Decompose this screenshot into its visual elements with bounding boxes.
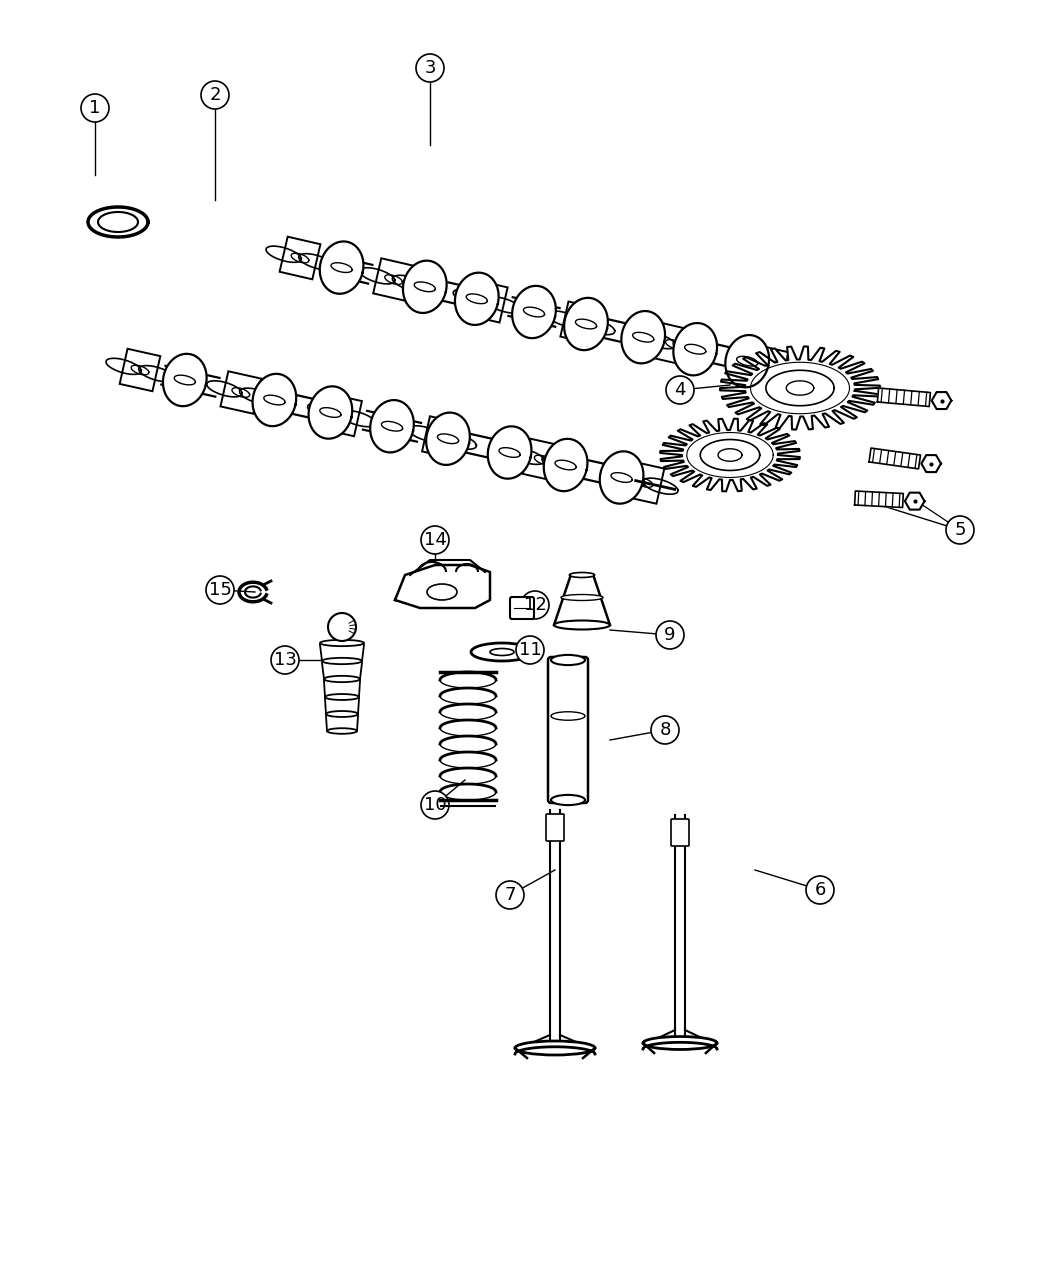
Polygon shape [660,418,800,491]
FancyBboxPatch shape [548,657,588,803]
Polygon shape [455,273,499,325]
Polygon shape [554,575,610,625]
Polygon shape [488,426,531,478]
Ellipse shape [320,640,364,646]
Polygon shape [855,491,903,507]
Text: 13: 13 [274,652,296,669]
Ellipse shape [514,1040,595,1054]
Circle shape [421,790,449,819]
Ellipse shape [324,676,360,682]
Polygon shape [373,259,414,301]
Ellipse shape [471,643,533,660]
Polygon shape [320,241,363,293]
Polygon shape [654,323,695,366]
FancyBboxPatch shape [546,813,564,842]
Text: 8: 8 [659,720,671,739]
Circle shape [516,636,544,664]
Polygon shape [675,815,685,1043]
Circle shape [496,881,524,909]
Circle shape [946,516,974,544]
Polygon shape [321,394,362,436]
Text: 9: 9 [665,626,676,644]
Circle shape [666,376,694,404]
Polygon shape [253,374,296,426]
Circle shape [81,94,109,122]
Circle shape [271,646,299,674]
Polygon shape [550,810,560,1048]
Polygon shape [403,260,446,312]
Polygon shape [512,286,555,338]
Ellipse shape [326,711,358,717]
Ellipse shape [561,594,603,601]
FancyBboxPatch shape [510,597,534,618]
Polygon shape [878,388,930,407]
Polygon shape [720,347,880,430]
Text: 15: 15 [209,581,231,599]
Circle shape [416,54,444,82]
Polygon shape [931,393,951,409]
Polygon shape [514,1047,595,1054]
Circle shape [806,876,834,904]
Ellipse shape [490,649,514,655]
Polygon shape [748,344,789,388]
Circle shape [421,527,449,555]
Ellipse shape [551,655,585,666]
Polygon shape [163,354,207,407]
Polygon shape [544,439,587,491]
Text: 6: 6 [815,881,825,899]
Polygon shape [371,400,414,453]
Text: 11: 11 [519,641,542,659]
Polygon shape [309,386,352,439]
Polygon shape [561,301,602,344]
Polygon shape [869,448,921,469]
FancyBboxPatch shape [671,819,689,847]
Text: 12: 12 [524,595,546,615]
Ellipse shape [554,621,610,630]
Ellipse shape [569,572,594,578]
Polygon shape [467,280,507,323]
Polygon shape [279,237,320,279]
Text: 10: 10 [424,796,446,813]
Circle shape [201,82,229,108]
Polygon shape [786,381,814,395]
Polygon shape [643,1043,717,1049]
Polygon shape [88,207,148,237]
Circle shape [656,621,684,649]
Polygon shape [426,413,469,465]
Text: 4: 4 [674,381,686,399]
Text: 2: 2 [209,85,220,105]
Text: 14: 14 [423,530,446,550]
Text: 1: 1 [89,99,101,117]
Polygon shape [422,416,463,459]
Polygon shape [905,492,924,510]
Ellipse shape [427,584,457,601]
Polygon shape [624,462,665,504]
Ellipse shape [643,1037,717,1049]
Polygon shape [673,323,717,375]
Ellipse shape [327,728,357,734]
Circle shape [328,613,356,641]
Polygon shape [700,440,760,470]
Ellipse shape [551,711,585,720]
Polygon shape [120,349,161,391]
Ellipse shape [551,794,585,805]
Ellipse shape [322,658,362,664]
Polygon shape [726,335,769,388]
Circle shape [206,576,234,604]
Polygon shape [220,371,261,413]
Text: 5: 5 [954,521,966,539]
Polygon shape [395,565,490,608]
Circle shape [651,717,679,745]
Polygon shape [523,439,564,481]
Polygon shape [600,451,644,504]
Polygon shape [622,311,665,363]
Text: 3: 3 [424,59,436,76]
Polygon shape [564,298,608,351]
Circle shape [521,592,549,618]
Text: 7: 7 [504,886,516,904]
Ellipse shape [326,694,359,700]
Polygon shape [921,455,941,472]
Polygon shape [718,449,742,462]
Polygon shape [765,370,834,405]
